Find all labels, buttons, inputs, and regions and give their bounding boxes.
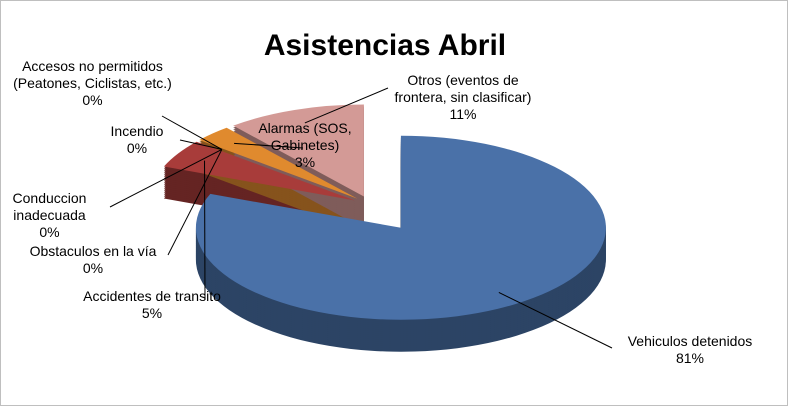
data-label: Accesos no permitidos (Peatones, Ciclist… bbox=[5, 58, 180, 109]
category-label: Accesos no permitidos (Peatones, Ciclist… bbox=[13, 58, 172, 91]
pie-slice bbox=[195, 135, 606, 320]
category-label: Incendio bbox=[110, 123, 164, 139]
leader-line bbox=[109, 148, 223, 208]
percent-label: 81% bbox=[675, 350, 705, 366]
category-label: Vehiculos detenidos bbox=[627, 333, 753, 349]
pie-slice bbox=[199, 127, 358, 199]
data-label: Accidentes de transito 5% bbox=[82, 288, 222, 322]
leader-line bbox=[234, 142, 304, 149]
leader-line bbox=[167, 149, 223, 256]
data-label: Obstaculos en la vía 0% bbox=[18, 243, 168, 277]
pie-slice bbox=[163, 141, 355, 201]
category-label: Otros (eventos de frontera, sin clasific… bbox=[394, 72, 532, 105]
category-label: Alarmas (SOS, Gabinetes) bbox=[258, 120, 352, 153]
chart-title: Asistencias Abril bbox=[264, 29, 506, 62]
percent-label: 0% bbox=[39, 224, 60, 240]
percent-label: 0% bbox=[82, 92, 103, 108]
category-label: Conduccion inadecuada bbox=[12, 190, 87, 223]
percent-label: 0% bbox=[126, 140, 148, 156]
pie-slice bbox=[233, 104, 364, 197]
pie-slice bbox=[198, 140, 357, 200]
data-label: Vehiculos detenidos 81% bbox=[610, 333, 770, 367]
category-label: Obstaculos en la vía bbox=[29, 243, 157, 259]
percent-label: 11% bbox=[449, 106, 477, 122]
percent-label: 5% bbox=[141, 305, 163, 321]
leader-line bbox=[161, 115, 223, 150]
leader-line bbox=[179, 139, 222, 150]
data-label: Alarmas (SOS, Gabinetes) 3% bbox=[240, 120, 370, 171]
data-label: Incendio 0% bbox=[97, 123, 177, 157]
percent-label: 0% bbox=[82, 260, 104, 276]
leader-line bbox=[498, 291, 613, 349]
category-label: Accidentes de transito bbox=[83, 288, 221, 304]
percent-label: 3% bbox=[294, 154, 316, 170]
data-label: Conduccion inadecuada 0% bbox=[2, 190, 97, 241]
data-label: Otros (eventos de frontera, sin clasific… bbox=[392, 72, 534, 123]
leader-line bbox=[304, 87, 389, 124]
